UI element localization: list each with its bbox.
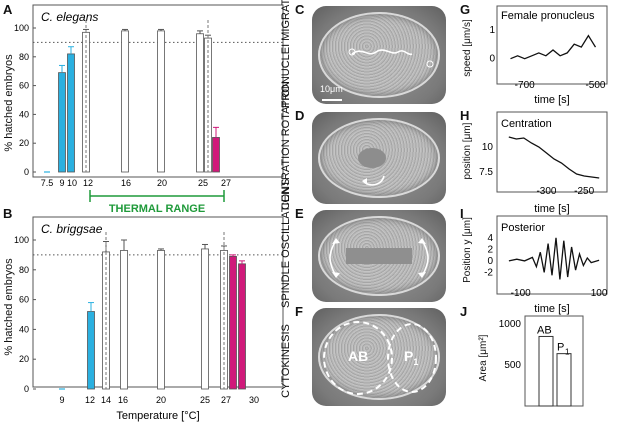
panel-letter-h: H: [460, 108, 470, 123]
xtick-label: 10: [67, 178, 77, 188]
xtick-label: 16: [118, 395, 128, 405]
micrograph-c: 10μm: [312, 6, 446, 104]
panel-a-species: C. elegans: [41, 10, 98, 24]
bar-AB: [538, 335, 554, 407]
cell-p1-label: P1: [404, 348, 419, 367]
ytick-label: 20: [19, 138, 29, 148]
panel-b-chart: C. briggsae Temperature [°C] THERMAL RAN…: [14, 190, 284, 422]
xtick-label: -300: [536, 186, 556, 197]
panel-letter-b: B: [3, 206, 13, 221]
xtick-label: -250: [574, 186, 594, 197]
ytick-label: 1000: [499, 319, 522, 330]
ytick-label: 2: [487, 244, 493, 255]
panel-letter-i: I: [460, 206, 464, 221]
panel-h-xlabel: time [s]: [534, 203, 569, 215]
panel-letter-g: G: [460, 2, 471, 17]
ytick-label: 7.5: [479, 167, 493, 178]
bar-label-p1: P: [557, 342, 564, 354]
panel-g-xlabel: time [s]: [534, 94, 569, 106]
ytick-label: 0: [24, 384, 29, 394]
ytick-label: 500: [504, 360, 521, 371]
panel-g-title: Female pronucleus: [501, 10, 595, 22]
xtick-label: 27: [221, 395, 231, 405]
xtick-label: 100: [591, 288, 608, 299]
xtick-label: 9: [59, 395, 64, 405]
panel-letter-a: A: [3, 2, 13, 17]
ytick-label: 0: [24, 167, 29, 177]
xtick-label: 20: [157, 178, 167, 188]
xtick-label: -700: [515, 80, 535, 91]
panel-letter-f: F: [295, 304, 303, 319]
ytick-label: 0: [487, 256, 493, 267]
ytick-label: 100: [14, 235, 29, 245]
xtick-label: -500: [585, 80, 605, 91]
xtick-label: 16: [121, 178, 131, 188]
panel-letter-j: J: [460, 304, 468, 319]
panel-i-title: Posterior: [501, 222, 545, 234]
panel-letter-c: C: [295, 2, 305, 17]
xtick-label: 25: [198, 178, 208, 188]
xtick-label: -100: [511, 288, 531, 299]
cell-ab-label: AB: [348, 348, 369, 364]
xtick-label: 7.5: [41, 178, 54, 188]
ytick-label: 10: [482, 142, 494, 153]
ytick-label: -2: [484, 267, 493, 278]
xtick-label: 25: [200, 395, 210, 405]
ytick-label: 20: [19, 354, 29, 364]
xtick-label: 12: [85, 395, 95, 405]
ytick-label: 60: [19, 81, 29, 91]
ytick-label: 60: [19, 295, 29, 305]
bar-label-p1-sub: 1: [565, 348, 570, 357]
bar-P1: [556, 353, 572, 407]
ytick-label: 0: [489, 54, 495, 65]
panel-h-title: Centration: [501, 118, 552, 130]
ytick-label: 80: [19, 52, 29, 62]
panel-letter-e: E: [295, 206, 304, 221]
panel-a-chart: C. elegans 0 20 40 60 80 100 7.5 9 10 12 16 20 25 27: [14, 4, 284, 188]
series-line: [508, 136, 600, 179]
xtick-label: 27: [221, 178, 231, 188]
bar-label-ab: AB: [537, 324, 552, 336]
xtick-label: 12: [83, 178, 93, 188]
panel-b-species: C. briggsae: [41, 222, 103, 236]
xtick-label: 14: [101, 395, 111, 405]
ytick-label: 1: [489, 25, 495, 36]
ytick-label: 80: [19, 265, 29, 275]
xtick-label: 30: [249, 395, 259, 405]
ytick-label: 100: [14, 23, 29, 33]
series-line: [510, 34, 597, 60]
series-line: [508, 237, 600, 280]
micrograph-e: [312, 210, 446, 302]
xtick-label: 20: [156, 395, 166, 405]
panel-i-xlabel: time [s]: [534, 303, 569, 315]
xtick-label: 9: [59, 178, 64, 188]
ytick-label: 4: [487, 233, 493, 244]
ytick-label: 40: [19, 324, 29, 334]
panel-letter-d: D: [295, 108, 305, 123]
micrograph-d: [312, 112, 446, 204]
micrograph-f: AB P1: [312, 308, 446, 406]
ytick-label: 40: [19, 109, 29, 119]
scale-bar-label: 10μm: [320, 84, 343, 94]
panel-b-xlabel: Temperature [°C]: [116, 410, 199, 422]
thermal-range-label: THERMAL RANGE: [109, 203, 205, 215]
